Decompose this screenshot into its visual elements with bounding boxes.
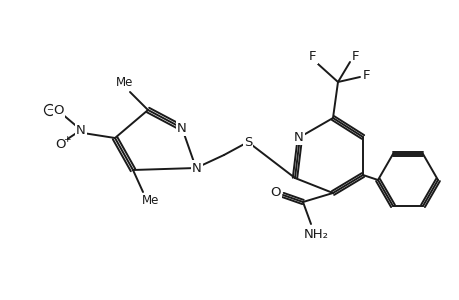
- Text: +: +: [63, 134, 71, 143]
- Text: F: F: [352, 50, 359, 62]
- Text: O: O: [54, 103, 64, 116]
- Text: −: −: [46, 106, 53, 115]
- Text: O: O: [56, 137, 66, 151]
- Text: N: N: [192, 161, 202, 175]
- Text: Me: Me: [116, 76, 134, 88]
- Text: N: N: [76, 124, 86, 136]
- Text: F: F: [363, 68, 370, 82]
- Text: F: F: [308, 50, 316, 62]
- Text: S: S: [243, 136, 252, 148]
- Text: O: O: [270, 185, 280, 199]
- Text: Me: Me: [142, 194, 159, 206]
- Text: N: N: [177, 122, 186, 134]
- Text: N: N: [293, 130, 303, 143]
- Text: NH₂: NH₂: [303, 227, 328, 241]
